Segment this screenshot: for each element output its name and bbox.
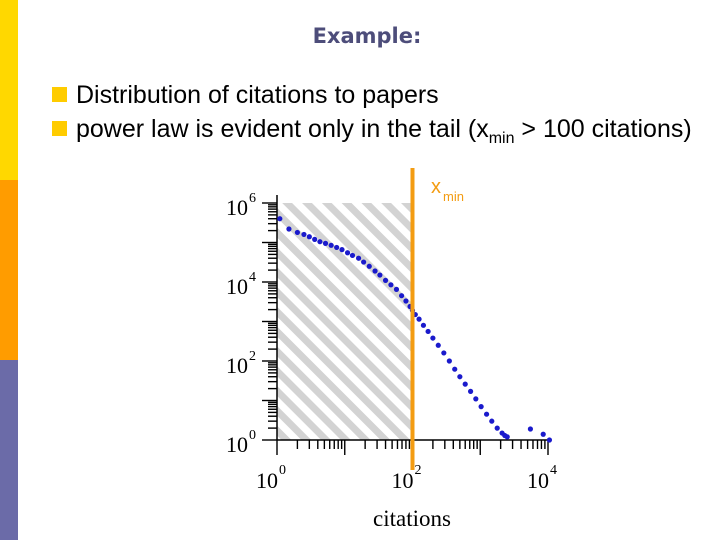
data-point: [457, 374, 463, 380]
data-point: [344, 250, 351, 256]
data-point: [546, 437, 553, 443]
xmin-annotation-subscript: min: [443, 189, 464, 204]
x-axis-label: citations: [373, 506, 451, 531]
data-point: [540, 431, 546, 437]
data-point: [527, 426, 534, 432]
bullet-text-2-tail: > 100 citations): [514, 115, 692, 143]
data-point: [441, 350, 447, 356]
data-point: [382, 277, 389, 283]
x-tick-label: 10: [527, 468, 549, 493]
data-point: [435, 342, 441, 348]
xmin-annotation: x: [431, 176, 441, 198]
data-point: [425, 328, 431, 335]
y-tick-exponent: 2: [249, 349, 256, 364]
y-tick-exponent: 4: [249, 270, 256, 285]
x-tick-exponent: 4: [550, 463, 557, 478]
data-point: [452, 366, 458, 372]
data-point: [489, 418, 495, 424]
data-point: [393, 286, 400, 292]
y-tick-label: 10: [226, 353, 248, 378]
y-tick-label: 10: [226, 432, 248, 457]
data-point: [334, 244, 340, 251]
y-tick-exponent: 6: [249, 191, 256, 206]
data-point: [473, 396, 479, 402]
data-point: [504, 434, 510, 440]
data-point: [398, 293, 405, 299]
data-point: [306, 234, 312, 240]
data-point: [339, 247, 345, 253]
data-point: [277, 216, 283, 222]
data-point: [377, 272, 383, 278]
data-point: [366, 263, 372, 269]
data-point: [317, 239, 323, 245]
data-point: [355, 255, 362, 261]
y-tick-exponent: 0: [249, 428, 256, 443]
accent-stripe-yellow: [0, 0, 18, 180]
bullet-item-1: Distribution of citations to papers: [52, 78, 692, 112]
data-point: [462, 381, 468, 387]
slide-title: Example:: [312, 24, 422, 48]
y-tick-label: 10: [226, 195, 248, 220]
data-point: [328, 242, 334, 248]
data-point: [403, 298, 409, 304]
x-tick-label: 10: [392, 468, 414, 493]
data-point: [301, 231, 307, 238]
bullet-list: Distribution of citations to papers powe…: [52, 78, 692, 156]
x-tick-label: 10: [256, 468, 278, 493]
bullet-item-2: power law is evident only in the tail (x…: [52, 112, 692, 156]
data-point: [478, 404, 484, 410]
bullet-text-1: Distribution of citations to papers: [76, 81, 439, 109]
bullet-square-icon: [52, 87, 67, 102]
data-point: [430, 335, 436, 341]
data-point: [372, 268, 378, 274]
x-tick-exponent: 0: [279, 463, 286, 478]
data-point: [494, 425, 500, 431]
data-point: [361, 259, 367, 265]
data-point: [294, 229, 300, 236]
data-point: [322, 240, 329, 246]
data-point: [416, 316, 422, 322]
data-point: [312, 236, 318, 242]
data-point: [420, 322, 427, 328]
bullet-square-icon: [52, 121, 67, 136]
data-point: [349, 252, 356, 259]
x-tick-exponent: 2: [415, 463, 422, 478]
y-tick-label: 10: [226, 274, 248, 299]
accent-stripe-purple: [0, 360, 18, 540]
data-point: [286, 226, 292, 232]
bullet-subscript: min: [488, 130, 515, 147]
data-point: [483, 411, 490, 417]
data-point: [388, 282, 394, 288]
bullet-text-2: power law is evident only in the tail (x: [76, 115, 489, 143]
shaded-region: [277, 203, 413, 440]
data-point: [446, 358, 452, 364]
data-point: [467, 388, 474, 394]
accent-stripe-orange: [0, 180, 18, 360]
